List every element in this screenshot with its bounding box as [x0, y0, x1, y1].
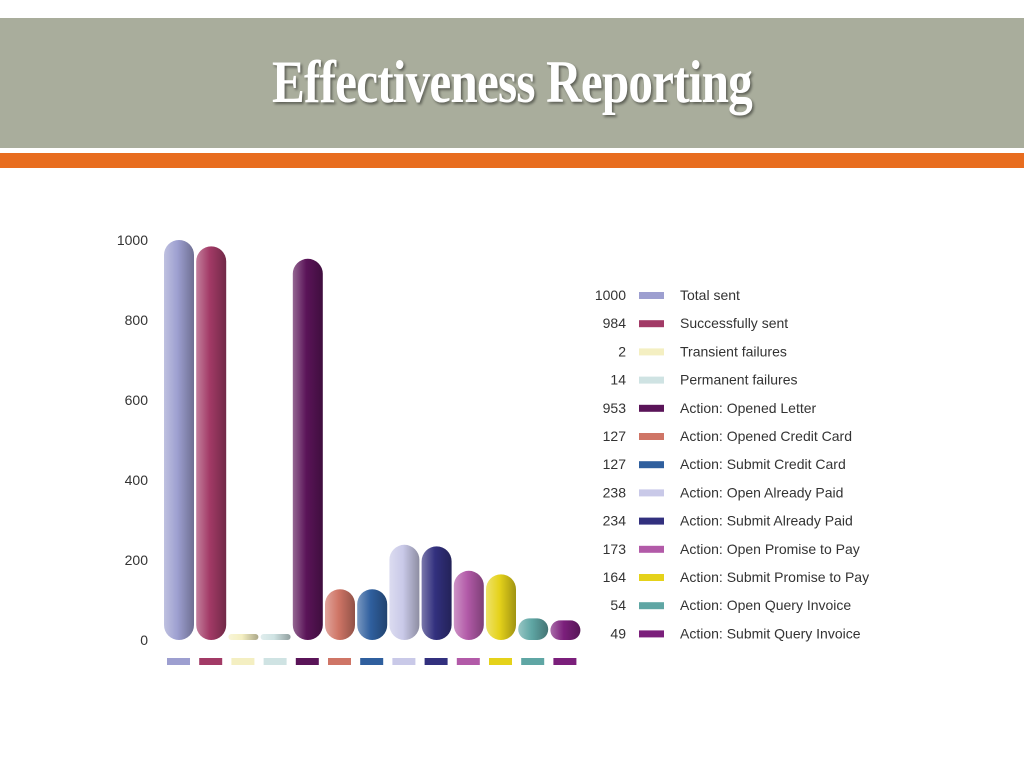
legend-swatch [639, 461, 664, 469]
legend-swatch [639, 574, 664, 581]
bar-swatch [263, 658, 287, 665]
legend-label: Action: Open Promise to Pay [680, 541, 860, 557]
bar [164, 240, 194, 640]
y-tick-label: 600 [125, 392, 149, 408]
legend-value: 953 [603, 400, 627, 416]
legend-value: 127 [603, 456, 627, 472]
legend-value: 164 [603, 569, 627, 585]
legend-swatch [639, 630, 664, 638]
bar [550, 620, 581, 640]
y-tick-label: 400 [125, 472, 149, 488]
bar-swatch [392, 658, 416, 665]
legend-label: Action: Submit Already Paid [680, 513, 853, 529]
bar [421, 546, 452, 640]
legend-value: 173 [603, 541, 627, 557]
legend-value: 127 [603, 428, 627, 444]
bar-swatch [489, 658, 512, 665]
legend-value: 49 [610, 625, 626, 641]
legend-label: Total sent [680, 287, 740, 303]
bar-chart: 0 200 400 600 800 1000 1000 Total sent 984 Succe… [117, 232, 869, 665]
y-tick-label: 1000 [117, 232, 148, 248]
y-tick-label: 0 [140, 632, 148, 648]
legend-swatch [639, 320, 664, 328]
legend-value: 234 [603, 513, 627, 529]
bar [389, 544, 420, 640]
y-tick-label: 800 [125, 312, 149, 328]
slide-title: Effectiveness Reporting [272, 49, 753, 115]
legend-label: Action: Submit Credit Card [680, 456, 846, 472]
legend-label: Transient failures [680, 343, 787, 359]
legend-label: Action: Submit Query Invoice [680, 625, 861, 641]
legend-swatch [639, 489, 664, 497]
category-swatches [167, 658, 577, 665]
bars [164, 240, 581, 640]
bar [486, 574, 516, 640]
bar [228, 634, 259, 640]
legend-swatch [639, 545, 664, 553]
legend-swatch [639, 292, 664, 299]
bar-swatch [521, 658, 545, 665]
y-axis: 0 200 400 600 800 1000 [117, 232, 148, 648]
legend-label: Permanent failures [680, 372, 798, 388]
legend-value: 238 [603, 484, 627, 500]
bar-swatch [553, 658, 577, 665]
title-band [0, 18, 1024, 148]
legend-value: 54 [610, 597, 626, 613]
bar-swatch [328, 658, 351, 665]
legend: 1000 Total sent 984 Successfully sent 2 Trans… [595, 287, 869, 641]
bar-swatch [231, 658, 255, 665]
legend-swatch [639, 433, 664, 440]
accent-bar [0, 153, 1024, 168]
bar [518, 618, 549, 640]
legend-swatch [639, 404, 664, 412]
legend-swatch [639, 348, 664, 356]
legend-swatch [639, 376, 664, 384]
legend-label: Action: Opened Letter [680, 400, 817, 416]
bar [453, 570, 484, 640]
bar-swatch [424, 658, 448, 665]
legend-label: Action: Open Query Invoice [680, 597, 851, 613]
bar-swatch [199, 658, 223, 665]
legend-swatch [639, 602, 664, 610]
bar [260, 634, 291, 640]
legend-swatch [639, 517, 664, 525]
bar-swatch [167, 658, 190, 665]
legend-label: Action: Open Already Paid [680, 484, 843, 500]
bar-swatch [360, 658, 384, 665]
legend-label: Action: Submit Promise to Pay [680, 569, 869, 585]
y-tick-label: 200 [125, 552, 149, 568]
legend-value: 1000 [595, 287, 626, 303]
legend-value: 984 [603, 315, 627, 331]
legend-value: 2 [618, 343, 626, 359]
bar-swatch [456, 658, 480, 665]
bar [196, 246, 227, 640]
bar [357, 589, 388, 640]
legend-label: Action: Opened Credit Card [680, 428, 852, 444]
bar [292, 258, 323, 640]
bar [325, 589, 355, 640]
legend-value: 14 [610, 372, 626, 388]
bar-swatch [295, 658, 319, 665]
legend-label: Successfully sent [680, 315, 788, 331]
